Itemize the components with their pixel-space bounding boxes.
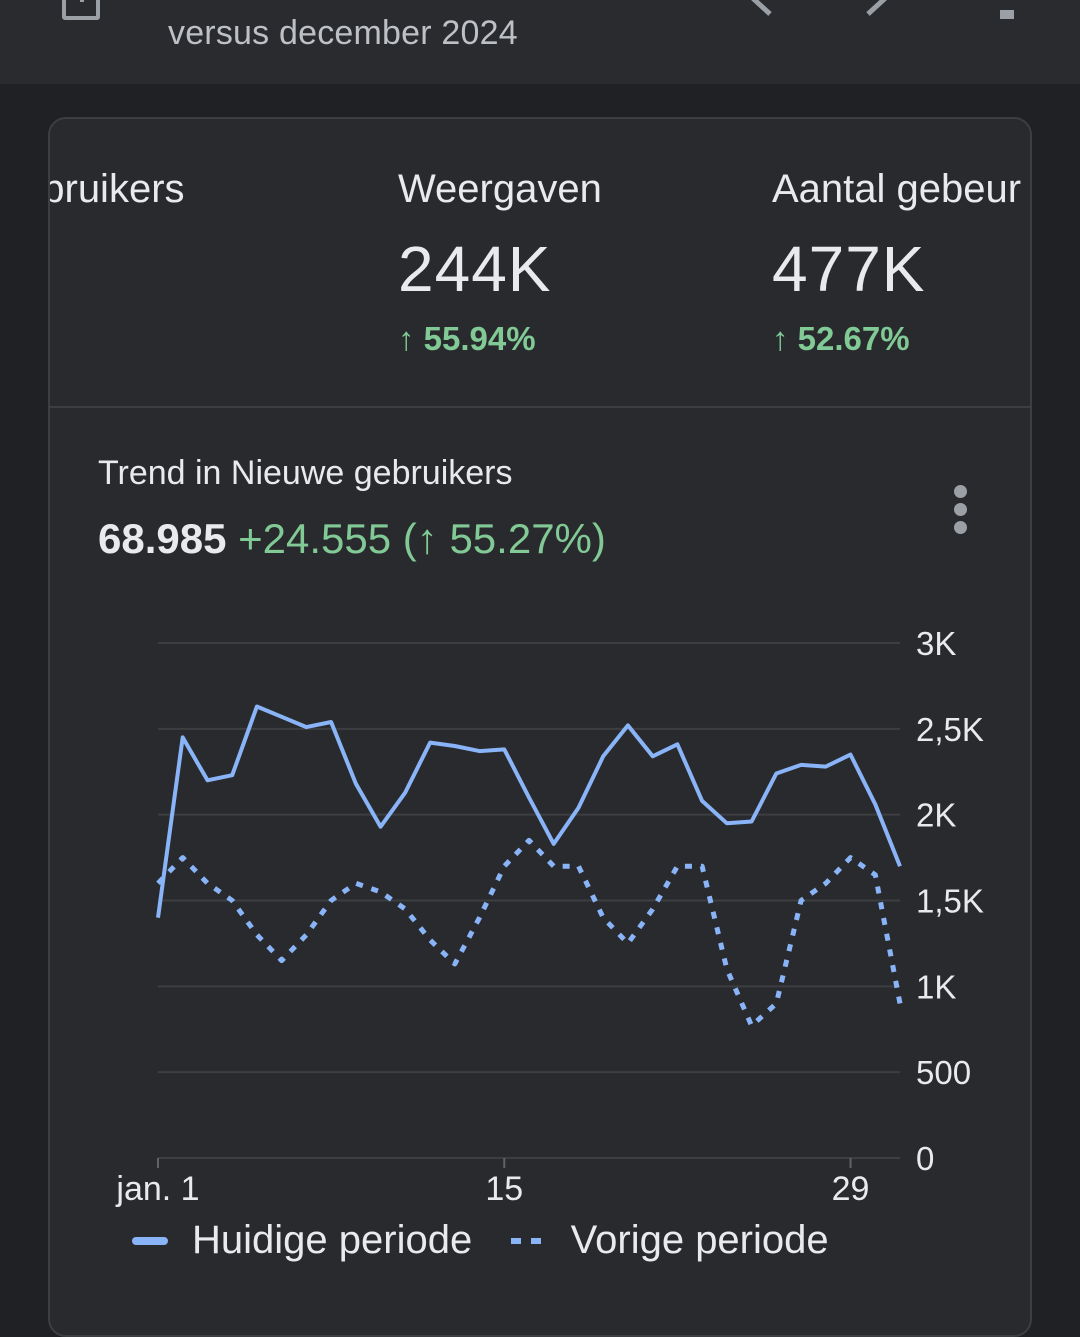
metric-change: ↑ 52.67% [772, 320, 910, 357]
legend-item-current[interactable]: Huidige periode [132, 1218, 472, 1263]
y-tick-label: 2K [916, 797, 956, 834]
metrics-row[interactable]: ebruikers Weergaven 244K ↑ 55.94% Aantal… [50, 119, 1030, 407]
metric-views[interactable]: Weergaven 244K ↑ 55.94% [398, 167, 602, 358]
chevron-right-icon[interactable] [860, 0, 900, 16]
report-icon[interactable] [62, 0, 100, 20]
more-options-icon[interactable] [940, 485, 980, 541]
divider [50, 406, 1030, 408]
metric-value: 477K [772, 233, 926, 305]
trend-header: Trend in Nieuwe gebruikers 68.985 +24.55… [98, 454, 606, 563]
legend-label: Vorige periode [570, 1218, 829, 1262]
series-line-current [156, 704, 902, 918]
metric-new-users[interactable]: ebruikers [50, 167, 185, 212]
x-tick-label: 15 [485, 1170, 523, 1208]
x-tick-label: jan. 1 [115, 1170, 199, 1208]
trend-chart: 0 500 1K 1,5K 2K 2,5K 3K jan. 1 15 29 [115, 625, 984, 1208]
chart-legend: Huidige periode Vorige periode [132, 1218, 863, 1278]
trend-total: 68.985 [98, 515, 227, 562]
series-line-previous [156, 837, 903, 1029]
y-tick-label: 0 [916, 1140, 934, 1177]
y-tick-label: 500 [916, 1054, 971, 1091]
top-bar: versus december 2024 [0, 0, 1080, 84]
trend-title: Trend in Nieuwe gebruikers [98, 454, 513, 492]
metric-value: 244K [398, 233, 552, 305]
metric-change: ↑ 55.94% [398, 320, 536, 357]
y-tick-label: 2,5K [916, 711, 984, 748]
y-tick-label: 1K [916, 968, 956, 1005]
comparison-subtitle: versus december 2024 [168, 14, 518, 52]
x-tick-label: 29 [832, 1170, 870, 1208]
legend-swatch-dashed [510, 1237, 547, 1244]
overview-card: ebruikers Weergaven 244K ↑ 55.94% Aantal… [48, 117, 1032, 1337]
chevron-left-icon[interactable] [738, 0, 778, 16]
metric-event-count[interactable]: Aantal gebeur 477K ↑ 52.67% [772, 167, 1021, 358]
metric-label: Weergaven [398, 167, 602, 211]
y-tick-label: 1,5K [916, 883, 984, 920]
filter-icon[interactable] [982, 0, 1032, 22]
metric-label: Aantal gebeur [772, 167, 1022, 211]
legend-item-previous[interactable]: Vorige periode [510, 1218, 829, 1263]
metric-label: ebruikers [50, 167, 185, 211]
legend-label: Huidige periode [192, 1218, 473, 1262]
legend-swatch-solid [132, 1236, 168, 1245]
y-tick-label: 3K [916, 625, 956, 662]
trend-change: +24.555 (↑ 55.27%) [238, 515, 606, 562]
